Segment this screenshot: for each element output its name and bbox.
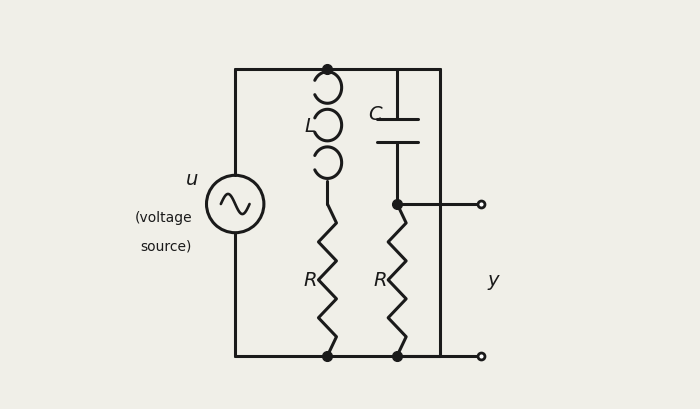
Text: (voltage: (voltage bbox=[134, 210, 192, 224]
Text: source): source) bbox=[141, 239, 192, 253]
Text: R: R bbox=[304, 271, 317, 290]
Text: u: u bbox=[186, 169, 198, 188]
Text: L: L bbox=[304, 116, 316, 135]
Text: C: C bbox=[368, 105, 382, 124]
Text: y: y bbox=[488, 271, 499, 290]
Text: R: R bbox=[373, 271, 386, 290]
